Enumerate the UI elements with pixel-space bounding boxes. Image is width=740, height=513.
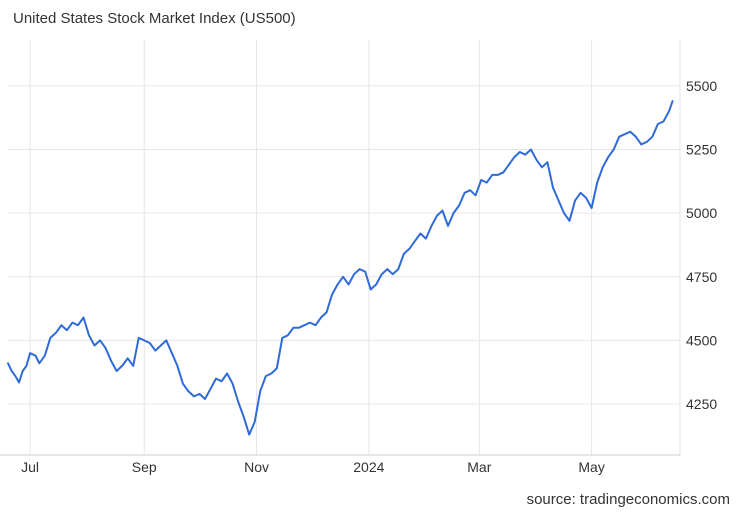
y-tick-label: 4750 [686,269,717,285]
y-tick-label: 5000 [686,205,717,221]
x-tick-label: Sep [132,459,157,475]
axes [0,40,681,456]
grid-lines [8,40,680,455]
x-tick-labels: Jul Sep Nov 2024 Mar May [21,459,605,475]
y-tick-label: 4500 [686,332,717,348]
x-tick-label: May [578,459,604,475]
source-credit: source: tradingeconomics.com [526,491,730,508]
y-tick-labels: 4250 4500 4750 5000 5250 5500 [686,78,717,412]
y-tick-label: 4250 [686,396,717,412]
x-tick-label: Jul [21,459,39,475]
y-tick-label: 5500 [686,78,717,94]
x-tick-label: Nov [244,459,269,475]
y-tick-label: 5250 [686,141,717,157]
series-line-0 [7,100,674,436]
chart-title: United States Stock Market Index (US500) [13,10,296,27]
x-tick-label: Mar [467,459,491,475]
x-tick-label: 2024 [353,459,384,475]
series-layer [7,100,674,436]
